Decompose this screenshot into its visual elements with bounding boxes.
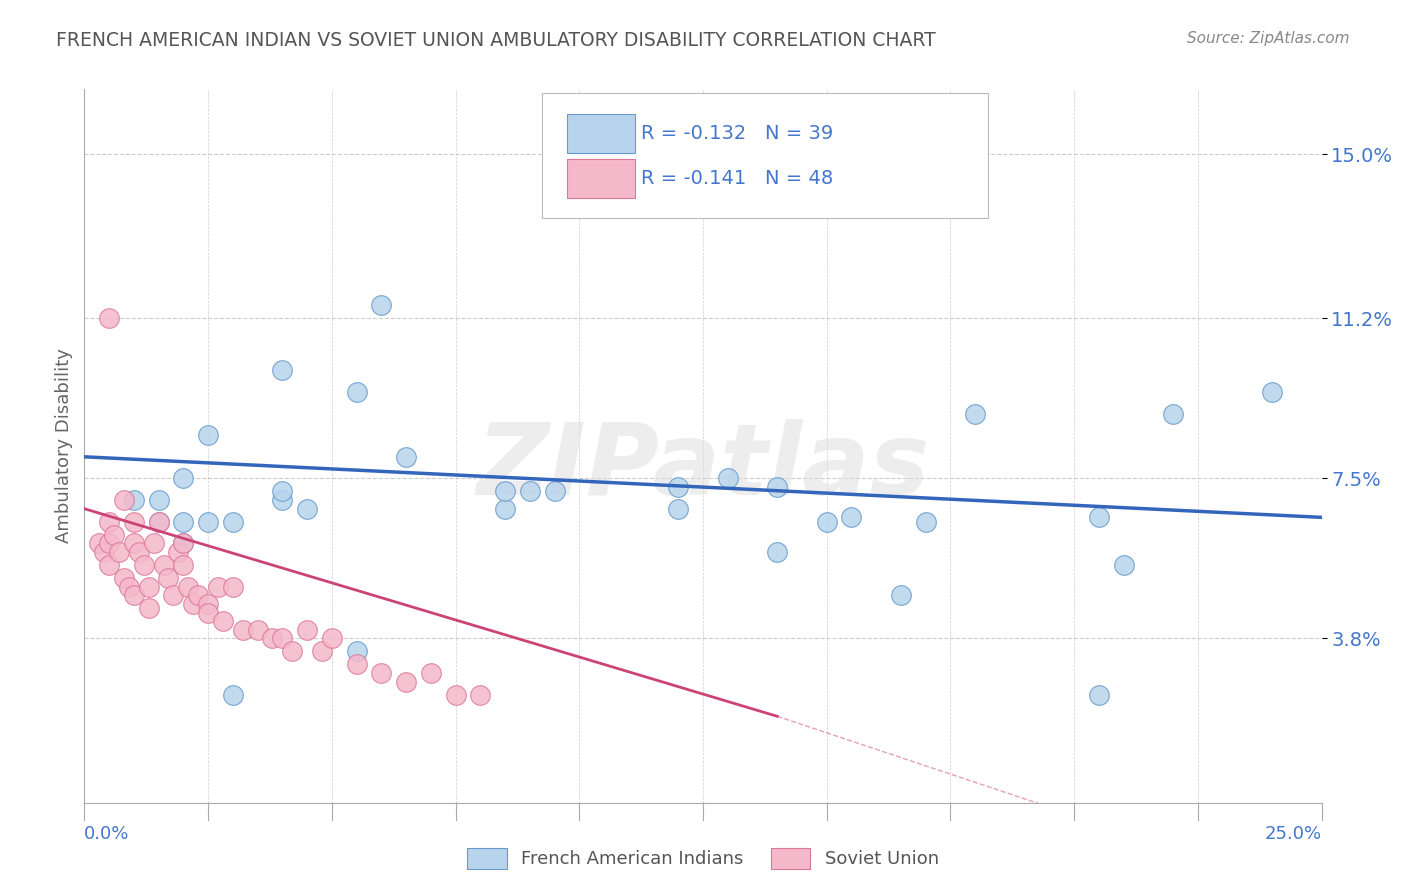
Point [494, 501, 516, 516]
Point [321, 632, 343, 646]
Text: R = -0.141   N = 48: R = -0.141 N = 48 [641, 169, 834, 188]
Point [295, 501, 318, 516]
Point [122, 536, 145, 550]
Point [122, 515, 145, 529]
Text: ZIPatlas: ZIPatlas [477, 419, 929, 516]
Point [187, 588, 209, 602]
Point [666, 501, 689, 516]
Point [766, 545, 789, 559]
Point [295, 623, 318, 637]
Point [1112, 558, 1135, 572]
Point [1261, 384, 1284, 399]
Point [197, 606, 219, 620]
Point [157, 571, 180, 585]
Point [172, 471, 194, 485]
Point [122, 588, 145, 602]
Point [395, 674, 418, 689]
Point [98, 536, 121, 550]
Point [370, 666, 392, 681]
Point [212, 614, 235, 628]
Point [103, 527, 125, 541]
Point [152, 558, 174, 572]
Point [222, 515, 245, 529]
Point [138, 580, 160, 594]
FancyBboxPatch shape [567, 159, 636, 198]
Point [172, 536, 194, 550]
Point [841, 510, 863, 524]
Point [790, 190, 813, 204]
Y-axis label: Ambulatory Disability: Ambulatory Disability [55, 349, 73, 543]
Point [271, 632, 294, 646]
Point [132, 558, 155, 572]
Point [311, 644, 333, 658]
Point [1088, 688, 1111, 702]
Point [118, 580, 141, 594]
Point [222, 580, 245, 594]
Point [197, 428, 219, 442]
Point [271, 363, 294, 377]
Point [346, 384, 368, 399]
Text: R = -0.132   N = 39: R = -0.132 N = 39 [641, 124, 834, 143]
Point [172, 515, 194, 529]
Point [890, 588, 912, 602]
Point [346, 657, 368, 672]
Point [197, 515, 219, 529]
Point [419, 666, 441, 681]
Point [98, 311, 121, 326]
Point [181, 597, 204, 611]
Point [346, 644, 368, 658]
Point [965, 407, 987, 421]
Point [444, 688, 467, 702]
Point [370, 298, 392, 312]
FancyBboxPatch shape [567, 114, 636, 153]
Point [815, 515, 838, 529]
Point [262, 632, 284, 646]
Point [494, 484, 516, 499]
Text: FRENCH AMERICAN INDIAN VS SOVIET UNION AMBULATORY DISABILITY CORRELATION CHART: FRENCH AMERICAN INDIAN VS SOVIET UNION A… [56, 31, 936, 50]
Point [93, 545, 115, 559]
Point [142, 536, 165, 550]
Point [89, 536, 111, 550]
Point [112, 571, 135, 585]
Point [271, 493, 294, 508]
Point [470, 688, 492, 702]
Point [108, 545, 131, 559]
Point [122, 493, 145, 508]
FancyBboxPatch shape [543, 93, 987, 218]
Point [172, 536, 194, 550]
Point [138, 601, 160, 615]
Point [98, 515, 121, 529]
Point [519, 484, 541, 499]
Point [766, 480, 789, 494]
Point [172, 558, 194, 572]
Point [232, 623, 254, 637]
Point [666, 480, 689, 494]
Point [271, 484, 294, 499]
Point [148, 515, 170, 529]
Point [914, 515, 936, 529]
Text: Source: ZipAtlas.com: Source: ZipAtlas.com [1187, 31, 1350, 46]
Point [395, 450, 418, 464]
Text: 25.0%: 25.0% [1264, 825, 1322, 843]
Point [98, 558, 121, 572]
Point [222, 688, 245, 702]
Point [207, 580, 229, 594]
Point [112, 493, 135, 508]
Point [1088, 510, 1111, 524]
Point [148, 493, 170, 508]
Point [281, 644, 304, 658]
Text: 0.0%: 0.0% [84, 825, 129, 843]
Point [717, 471, 740, 485]
Point [167, 545, 190, 559]
Point [162, 588, 184, 602]
Point [177, 580, 200, 594]
Point [148, 515, 170, 529]
Point [128, 545, 150, 559]
Legend: French American Indians, Soviet Union: French American Indians, Soviet Union [460, 840, 946, 876]
Point [543, 484, 565, 499]
Point [197, 597, 219, 611]
Point [1161, 407, 1184, 421]
Point [246, 623, 269, 637]
